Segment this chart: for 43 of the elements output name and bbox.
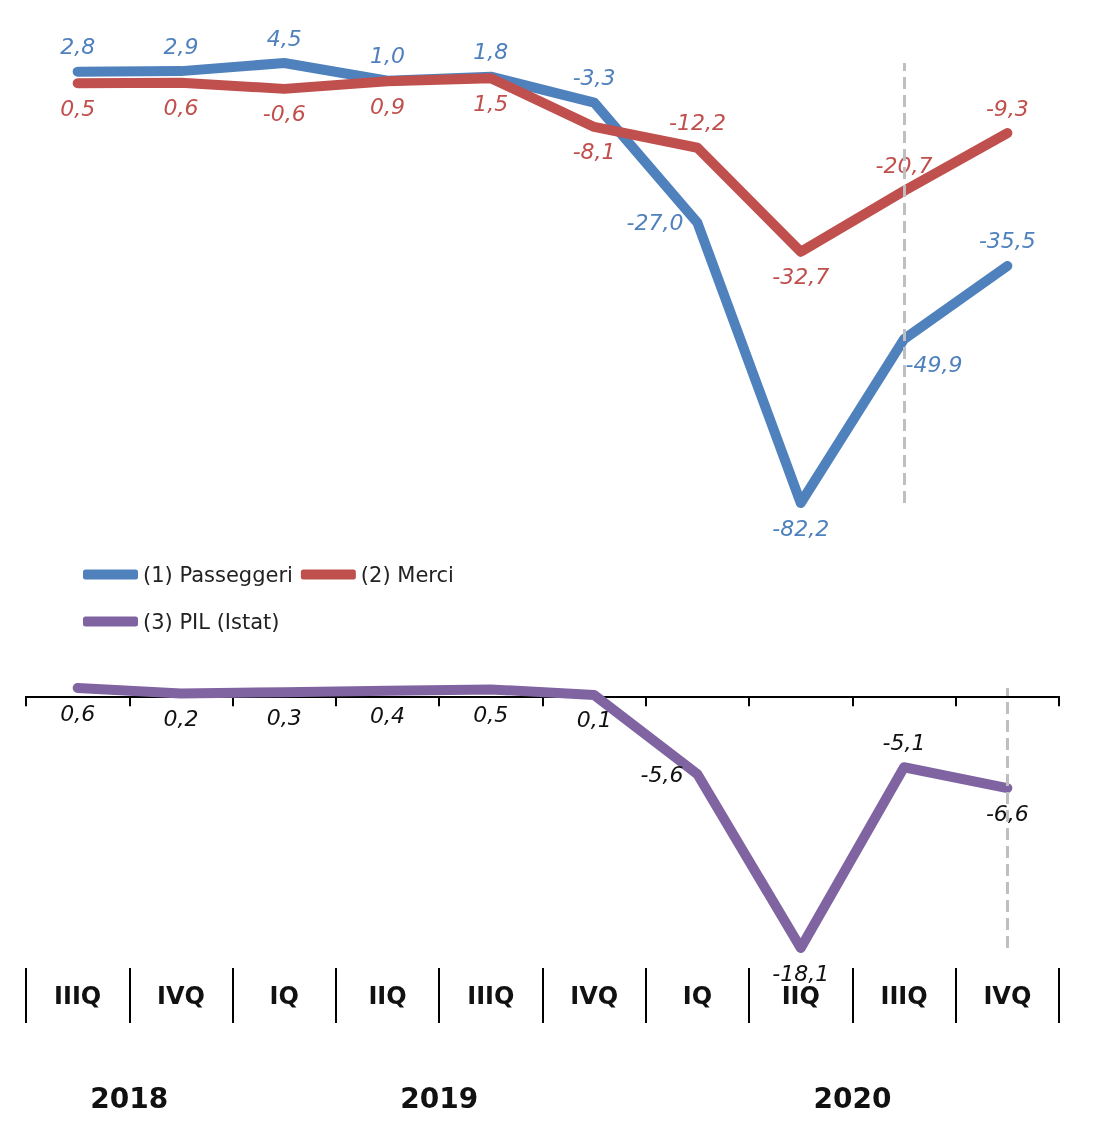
- x-tick-label: IVQ: [157, 982, 205, 1010]
- legend-label: (2) Merci: [360, 562, 454, 587]
- data-label: 0,1: [576, 707, 612, 733]
- text: 2019: [400, 1081, 479, 1115]
- data-label: 0,6: [163, 95, 199, 121]
- data-label: -6,6: [985, 800, 1029, 826]
- data-label: 0,5: [60, 95, 96, 121]
- data-label: -12,2: [668, 110, 726, 136]
- data-label: 0,9: [370, 93, 406, 119]
- data-label: 4,5: [266, 25, 302, 51]
- data-label: -27,0: [626, 210, 684, 236]
- data-label: -0,6: [262, 101, 306, 127]
- x-tick-label: IIIQ: [467, 982, 515, 1010]
- data-label: 0,5: [473, 701, 509, 727]
- text: 2018: [90, 1081, 169, 1115]
- x-tick-label: IIIQ: [54, 982, 102, 1010]
- data-label: -8,1: [572, 139, 616, 165]
- text: 2020: [813, 1081, 892, 1115]
- legend-label: (3) PIL (Istat): [143, 609, 280, 634]
- data-label: 0,4: [370, 703, 406, 729]
- data-label: 0,3: [266, 704, 302, 730]
- data-label: -32,7: [772, 264, 830, 290]
- x-tick-label: IQ: [269, 982, 299, 1010]
- x-tick-label: IVQ: [983, 982, 1032, 1010]
- data-label: 0,2: [163, 706, 199, 732]
- data-label: -9,3: [985, 95, 1029, 121]
- data-label: 2,9: [163, 33, 199, 59]
- x-tick-label: IVQ: [570, 982, 619, 1010]
- data-label: 1,8: [473, 39, 509, 65]
- data-label: 1,0: [370, 43, 406, 69]
- data-label: -3,3: [572, 65, 616, 91]
- legend-label: (1) Passeggeri: [143, 562, 293, 587]
- data-label: -49,9: [905, 351, 963, 377]
- x-tick-label: IQ: [682, 982, 713, 1010]
- x-tick-label: IIQ: [368, 982, 407, 1010]
- x-tick-label: IIIQ: [880, 982, 928, 1010]
- data-label: -35,5: [978, 228, 1036, 254]
- data-label: -5,6: [640, 761, 684, 787]
- data-label: 2,8: [60, 34, 96, 60]
- data-label: -5,1: [882, 729, 926, 755]
- data-label: 1,5: [473, 90, 509, 116]
- data-label: -82,2: [772, 515, 830, 541]
- data-label: 0,6: [60, 700, 96, 726]
